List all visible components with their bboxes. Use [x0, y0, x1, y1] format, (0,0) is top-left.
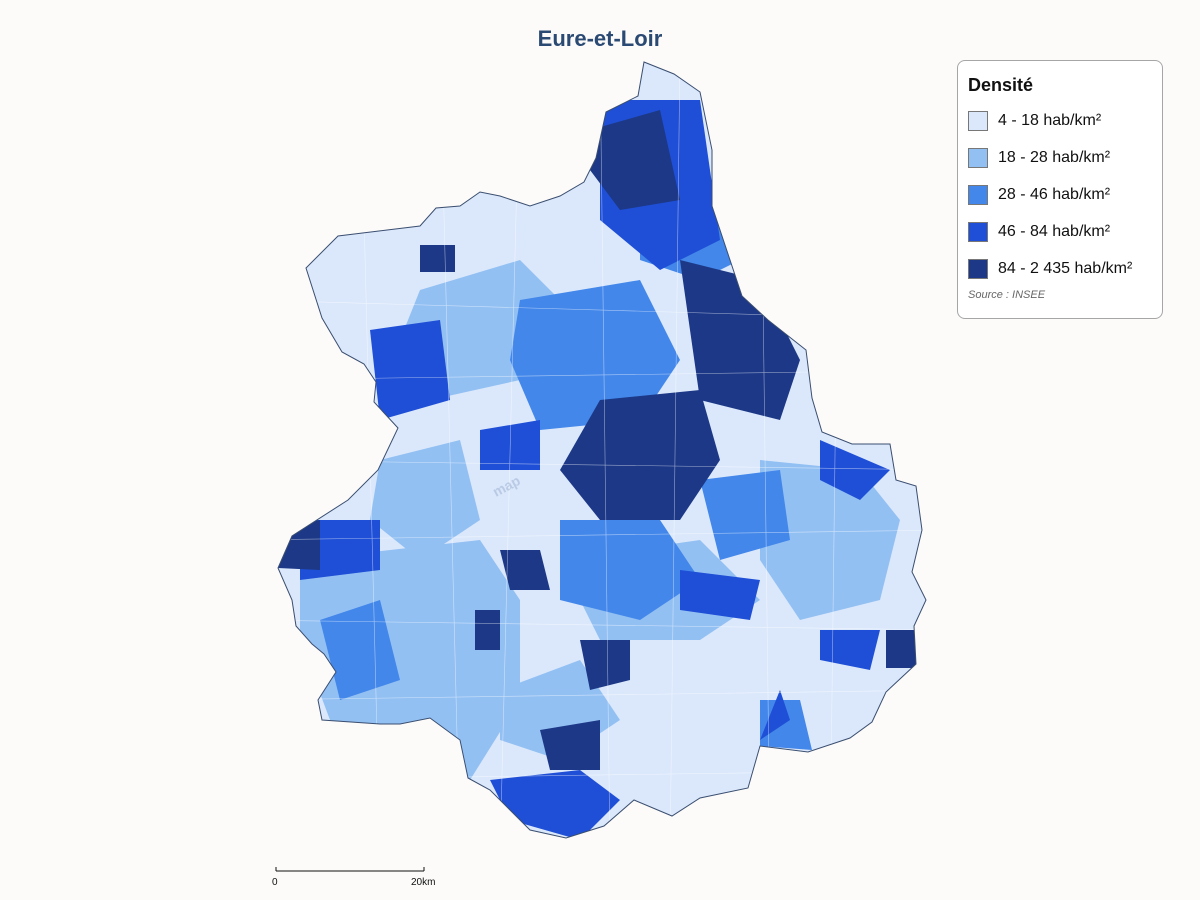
legend-label: 4 - 18 hab/km²: [998, 111, 1102, 129]
legend-source: Source : INSEE: [968, 289, 1046, 301]
commune-center-north: [510, 280, 680, 430]
commune-far-west: [320, 600, 400, 700]
scale-label-end: 20km: [411, 877, 436, 888]
legend-item: 84 - 2 435 hab/km²: [968, 250, 1152, 287]
department-outline: [277, 61, 927, 839]
legend-title: Densité: [968, 75, 1034, 95]
legend-label: 84 - 2 435 hab/km²: [998, 259, 1133, 277]
legend-item: 28 - 46 hab/km²: [968, 176, 1152, 213]
commune-east-2: [820, 440, 890, 500]
commune-east: [760, 460, 900, 620]
legend-item: 4 - 18 hab/km²: [968, 102, 1152, 139]
communes-layer: [278, 62, 926, 838]
legend-label: 28 - 46 hab/km²: [998, 185, 1111, 203]
legend-item: 18 - 28 hab/km²: [968, 139, 1152, 176]
commune-southeast-center: [680, 570, 760, 620]
commune-dense-northwest: [420, 245, 455, 272]
commune-west-center: [370, 440, 480, 560]
commune-dense-center-west: [500, 550, 550, 590]
commune-dense-south-2: [540, 720, 600, 770]
commune-dense-west-edge: [278, 520, 320, 570]
commune-northwest-2: [370, 320, 450, 420]
legend: Densité 4 - 18 hab/km² 18 - 28 hab/km² 2…: [957, 60, 1163, 319]
commune-dense-south: [580, 640, 630, 690]
commune-small-southeast: [760, 690, 790, 740]
legend-swatch-2: [968, 147, 988, 168]
commune-center: [560, 520, 700, 620]
legend-label: 18 - 28 hab/km²: [998, 148, 1111, 166]
commune-anet-area: [590, 110, 680, 210]
commune-east-south: [820, 630, 880, 670]
legend-item: 46 - 84 hab/km²: [968, 213, 1152, 250]
legend-swatch-3: [968, 184, 988, 205]
commune-center-east: [700, 470, 790, 560]
scale-label-start: 0: [272, 877, 278, 888]
commune-dense-west: [475, 610, 500, 650]
map-title: Eure-et-Loir: [537, 26, 663, 51]
legend-swatch-5: [968, 258, 988, 279]
scale-bar: [275, 867, 425, 872]
legend-swatch-1: [968, 110, 988, 131]
commune-west-south: [300, 540, 520, 780]
commune-chartres-area: [560, 390, 720, 520]
commune-dense-east: [886, 630, 916, 668]
departement: [277, 61, 927, 839]
legend-swatch-4: [968, 221, 988, 242]
legend-label: 46 - 84 hab/km²: [998, 222, 1111, 240]
